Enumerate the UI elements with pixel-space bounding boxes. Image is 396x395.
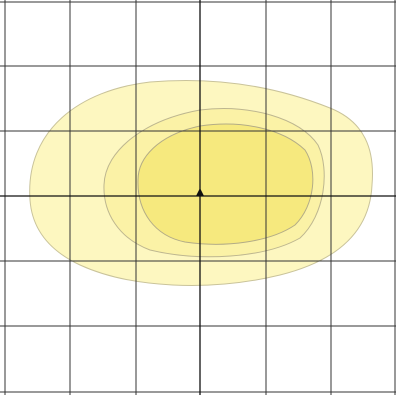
inner-region: [137, 123, 314, 245]
origin-marker-icon: [196, 188, 204, 196]
regions: [29, 80, 373, 286]
